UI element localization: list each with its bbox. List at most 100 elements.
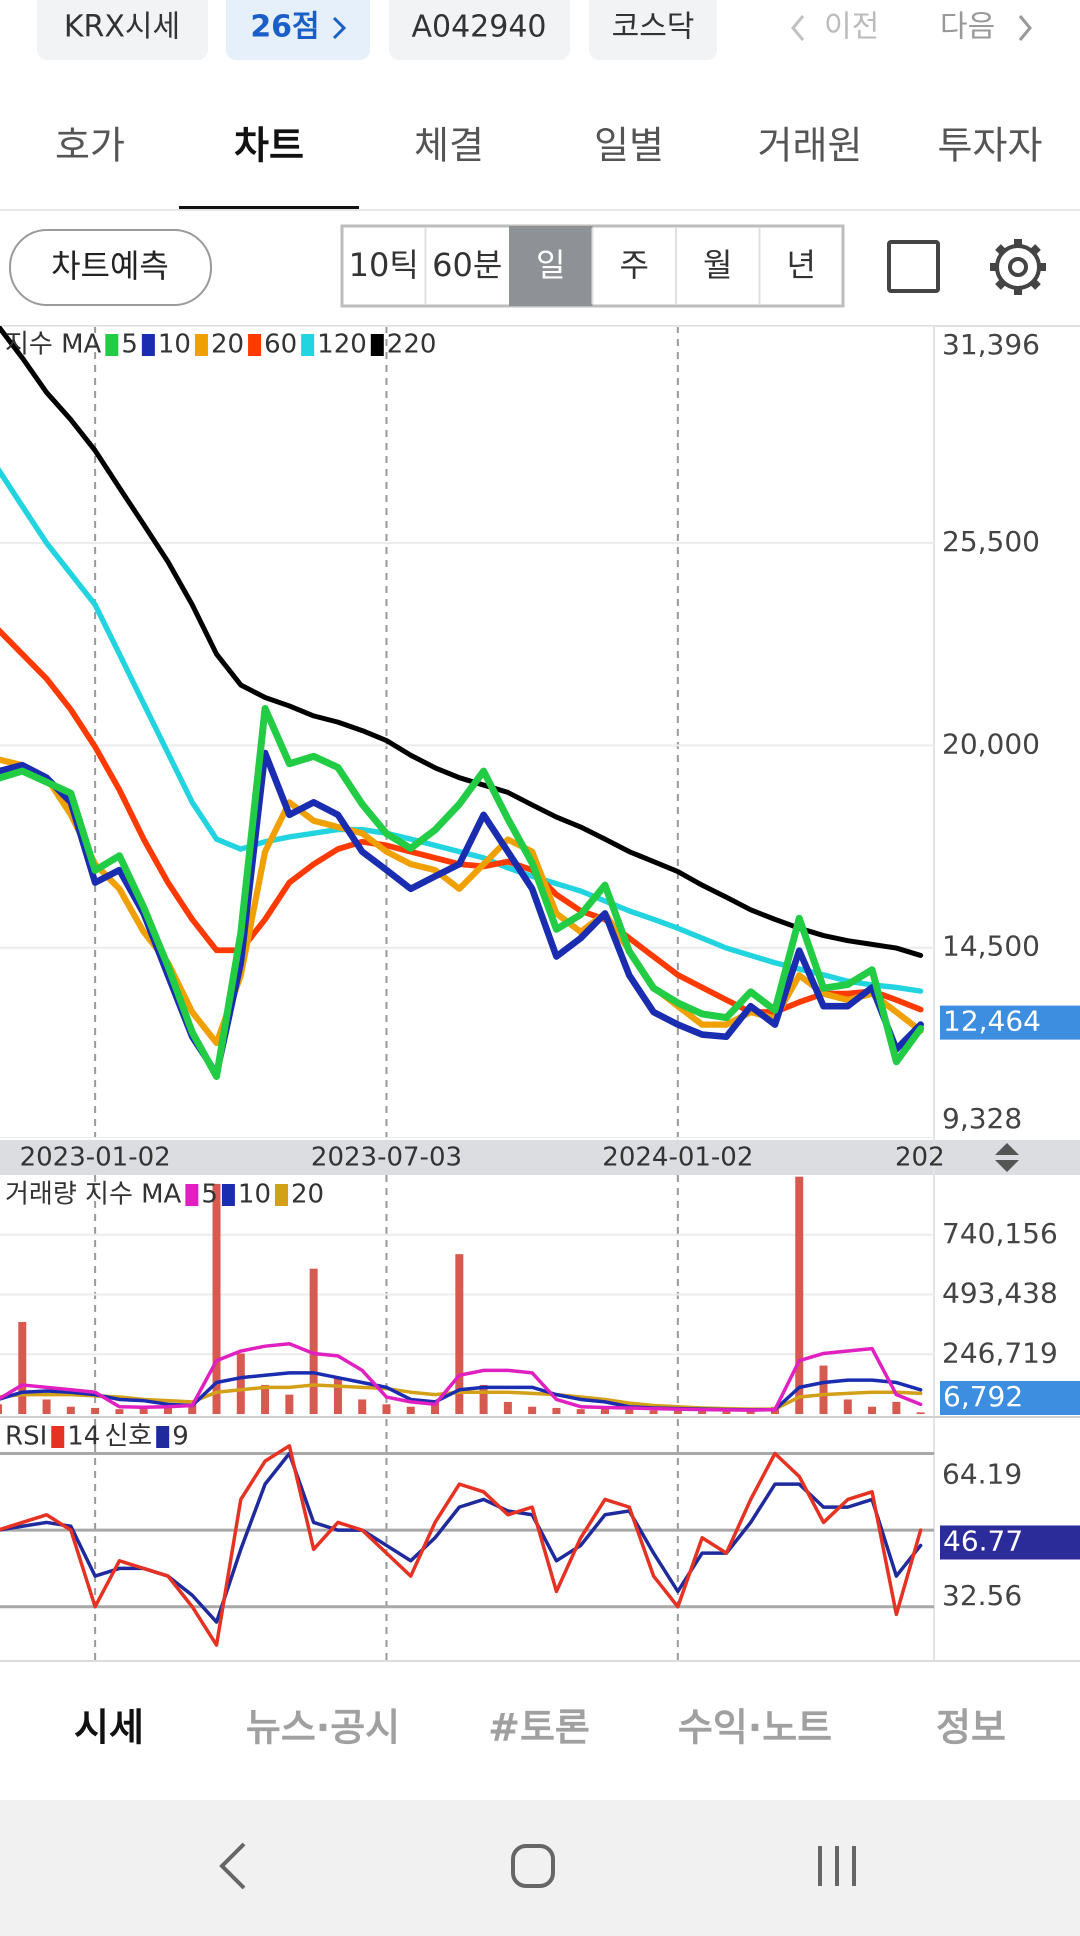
volume-bar (649, 1410, 658, 1414)
volume-bar (576, 1409, 585, 1414)
plot-area (0, 326, 934, 1138)
volume-bar (236, 1353, 245, 1414)
header: KRX시세 26점 A042940 코스닥 이전 다음 (37, 0, 1032, 60)
nav-item[interactable]: 정보 (936, 1706, 1006, 1750)
ma-line (0, 1451, 923, 1624)
y-tick-label: 64.19 (942, 1458, 1022, 1491)
period-option[interactable]: 10틱 (349, 246, 419, 284)
y-tick-label: 246,719 (942, 1336, 1058, 1369)
volume-bar (163, 1407, 172, 1414)
chip[interactable] (226, 0, 370, 60)
y-tick-label: 20,000 (942, 727, 1040, 760)
settings-icon[interactable] (990, 239, 1046, 295)
chip[interactable] (37, 0, 208, 60)
legend: 거래량 지수 MA 5 10 20 (5, 1180, 324, 1210)
volume-bar (722, 1411, 731, 1414)
volume-bar (746, 1410, 755, 1414)
gear-teeth (990, 239, 1046, 295)
nav-item[interactable]: 수익·노트 (678, 1706, 832, 1750)
volume-bar (382, 1404, 391, 1414)
legend-swatch (248, 334, 262, 356)
next-button[interactable]: 다음 (940, 10, 995, 45)
last-value-label: 6,792 (943, 1380, 1023, 1413)
legend-title: 지수 MA (5, 330, 102, 360)
legend-title: 거래량 지수 MA (5, 1180, 182, 1210)
legend-swatch (301, 334, 315, 356)
y-tick-label: 25,500 (942, 525, 1040, 558)
volume-bar (212, 1183, 221, 1414)
legend-swatch (275, 1184, 288, 1206)
chip-label[interactable]: 코스닥 (612, 10, 695, 45)
legend-entry: 220 (387, 330, 437, 360)
volume-bar (0, 1404, 2, 1414)
y-tick-label: 32.56 (942, 1579, 1022, 1612)
nav-item[interactable]: 시세 (74, 1706, 144, 1750)
resize-down[interactable] (995, 1160, 1019, 1172)
y-tick-label: 9,328 (942, 1102, 1022, 1135)
plot-area (0, 1419, 934, 1660)
period-option[interactable]: 60분 (432, 246, 502, 284)
volume-bar (66, 1406, 75, 1414)
tab[interactable]: 일별 (594, 124, 664, 168)
chip-label[interactable]: 26점 (250, 10, 319, 45)
tab[interactable]: 거래원 (758, 124, 863, 168)
tab[interactable]: 투자자 (938, 124, 1043, 168)
charts: 9,328 14,500 20,000 25,500 31,396 지수 MA 5 10 20 6… (0, 326, 1080, 1660)
legend-swatch (185, 1184, 199, 1206)
last-value-box (940, 1381, 1080, 1415)
period-option[interactable]: 일 (536, 246, 565, 284)
y-tick-label: 740,156 (942, 1217, 1058, 1250)
chart-0: 9,328 14,500 20,000 25,500 31,396 지수 MA 5 10 20 6… (0, 326, 1080, 1138)
forecast-label[interactable]: 차트예측 (51, 247, 169, 285)
volume-bar (358, 1399, 367, 1414)
volume-bar (503, 1401, 512, 1414)
plot-area (0, 1175, 934, 1414)
tab[interactable]: 호가 (55, 124, 125, 168)
volume-bar (309, 1268, 318, 1414)
chip-label[interactable]: A042940 (411, 10, 546, 45)
chip[interactable] (589, 0, 717, 60)
tab[interactable]: 차트 (234, 124, 304, 168)
volume-bar (892, 1401, 901, 1414)
volume-bar (431, 1401, 440, 1414)
volume-bar (673, 1409, 682, 1414)
bottom-nav: 시세 뉴스·공시 #토론 수익·노트 정보 (74, 1706, 1006, 1750)
last-value-box (940, 1005, 1080, 1040)
last-value-label: 12,464 (943, 1005, 1041, 1038)
volume-bar (261, 1384, 270, 1414)
period-option[interactable]: 년 (787, 246, 816, 284)
legend-entry: 5 (201, 1180, 218, 1210)
resize-up[interactable] (995, 1143, 1019, 1155)
last-value-label: 46.77 (943, 1524, 1023, 1557)
forecast-button[interactable] (9, 229, 212, 306)
volume-bar (455, 1254, 464, 1414)
recents-button[interactable] (818, 1846, 856, 1886)
period-option[interactable]: 월 (703, 246, 732, 284)
volume-bar (285, 1394, 294, 1414)
nav-item[interactable]: 뉴스·공시 (246, 1706, 400, 1750)
prev-button[interactable]: 이전 (824, 10, 879, 45)
legend-entry: 5 (121, 330, 138, 360)
ma-line (0, 326, 924, 958)
y-tick-label: 493,438 (942, 1276, 1058, 1309)
volume-bar (333, 1377, 342, 1414)
back-button[interactable] (219, 1842, 246, 1890)
volume-bar (188, 1404, 197, 1414)
chip[interactable] (389, 0, 570, 60)
chart-1: 246,719 493,438 740,156 거래량 지수 MA 5 10 20 6,792 (0, 1175, 1080, 1415)
volume-bar (139, 1406, 148, 1414)
tab[interactable]: 체결 (414, 124, 484, 168)
volume-bar (42, 1399, 51, 1414)
x-tick-label: 2023-01-02 (20, 1143, 171, 1173)
home-button[interactable] (511, 1844, 555, 1888)
legend-entry: 10 (158, 330, 191, 360)
period-selector: 10틱 60분 일 주 월 년 (340, 224, 845, 308)
nav-item[interactable]: #토론 (488, 1706, 590, 1750)
period-option[interactable]: 주 (620, 246, 649, 284)
fullscreen-icon[interactable] (887, 240, 940, 293)
segment-selected (509, 226, 593, 306)
chip-label[interactable]: KRX시세 (64, 10, 180, 45)
volume-bar (698, 1410, 707, 1414)
legend-swatch (105, 334, 119, 356)
x-tick-label: 2024-01-02 (602, 1143, 753, 1173)
